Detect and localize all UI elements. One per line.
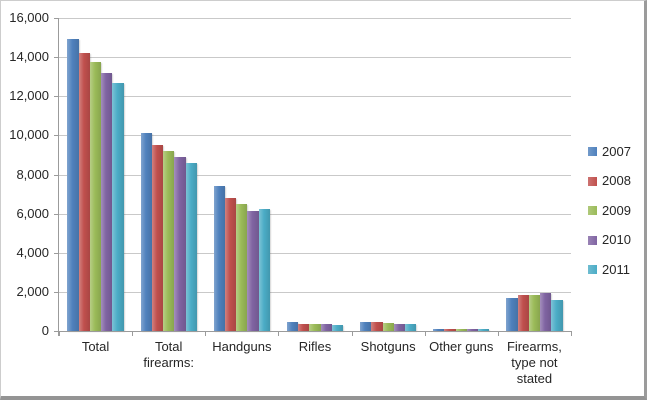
bar-2009-total	[89, 61, 102, 331]
category-label-shotguns: Shotguns	[360, 339, 416, 354]
legend-item-2007: 2007	[588, 137, 631, 167]
y-tick-label: 16,000	[9, 10, 49, 25]
y-axis-line	[58, 18, 59, 336]
bar-2009-shotguns	[382, 322, 394, 331]
bar-2008-handguns	[224, 197, 237, 331]
legend-label: 2010	[602, 232, 631, 248]
bar-2007-other-guns	[433, 328, 445, 331]
bar-2007-total	[67, 39, 79, 331]
bar-2011-handguns	[258, 209, 270, 331]
legend-item-2010: 2010	[588, 226, 631, 256]
y-tick-mark	[54, 57, 59, 59]
y-tick-label: 4,000	[16, 244, 49, 260]
bar-2008-total-firearms	[151, 144, 164, 331]
bar-2010-shotguns	[393, 323, 406, 331]
y-tick-label: 0	[41, 323, 49, 338]
bar-2010-total-firearms	[174, 157, 186, 331]
category-label-firearms-type-not-stated: Firearms, type not stated	[506, 339, 562, 386]
bar-2010-firearms-type-not-stated	[540, 293, 552, 331]
x-tick-mark	[351, 331, 353, 336]
x-tick-mark	[497, 331, 499, 336]
bar-2009-other-guns	[455, 329, 467, 331]
bar-2007-handguns	[213, 186, 225, 331]
bar-2009-handguns	[236, 203, 248, 331]
bar-2011-rifles	[331, 324, 344, 331]
y-tick-label: 10,000	[9, 127, 49, 143]
bar-2009-rifles	[309, 324, 321, 331]
y-tick-mark	[54, 96, 59, 98]
y-tick-label: 2,000	[16, 283, 49, 299]
y-tick-mark	[54, 291, 59, 293]
category-label-other-guns: Other guns	[429, 339, 494, 354]
bar-2007-total-firearms	[140, 132, 152, 331]
category-label-rifles: Rifles	[298, 339, 332, 354]
legend-swatch-2010	[588, 235, 597, 245]
legend-swatch-2008	[588, 176, 597, 186]
category-label-total-firearms: Total firearms:	[143, 339, 194, 370]
x-tick-mark	[59, 331, 60, 336]
gridline	[59, 252, 571, 254]
bar-2011-total-firearms	[185, 163, 197, 331]
bar-2007-shotguns	[360, 322, 372, 331]
x-tick-mark	[424, 331, 426, 336]
bar-2008-other-guns	[444, 329, 456, 331]
y-tick-mark	[54, 174, 59, 176]
legend: 2007 2008 2009 2010 2011	[588, 137, 631, 285]
bar-2011-total	[112, 83, 124, 331]
x-tick-mark	[278, 331, 280, 336]
y-tick-label: 12,000	[9, 88, 49, 104]
gridline	[59, 291, 571, 293]
x-tick-mark	[205, 331, 207, 336]
y-tick-label: 6,000	[16, 205, 49, 221]
bar-2007-firearms-type-not-stated	[506, 297, 518, 331]
x-axis-line	[58, 331, 571, 332]
gridline	[59, 96, 571, 98]
legend-label: 2011	[602, 261, 630, 277]
bar-2008-shotguns	[371, 322, 383, 331]
y-tick-mark	[54, 252, 59, 254]
gridline	[59, 213, 571, 215]
y-tick-mark	[54, 18, 59, 19]
x-tick-mark	[132, 331, 134, 336]
gridline	[59, 174, 571, 176]
y-tick-mark	[54, 213, 59, 215]
bar-2008-total	[78, 52, 90, 331]
y-tick-label: 8,000	[16, 166, 49, 182]
legend-label: 2007	[602, 143, 631, 159]
gridline	[59, 135, 571, 137]
bar-2010-total	[101, 73, 113, 331]
category-label-handguns: Handguns	[212, 339, 272, 354]
legend-swatch-2011	[588, 265, 597, 275]
y-tick-label: 14,000	[9, 49, 49, 65]
y-tick-mark	[54, 331, 59, 332]
legend-label: 2008	[602, 173, 631, 189]
bar-2008-rifles	[298, 323, 310, 331]
bar-2011-firearms-type-not-stated	[551, 299, 563, 331]
gridline	[59, 57, 571, 59]
bar-2008-firearms-type-not-stated	[517, 295, 529, 331]
legend-item-2009: 2009	[588, 196, 631, 226]
bar-2010-handguns	[247, 211, 259, 331]
bar-2009-firearms-type-not-stated	[528, 295, 541, 331]
legend-label: 2009	[602, 202, 631, 218]
gridline	[59, 18, 571, 19]
legend-swatch-2009	[588, 206, 597, 216]
legend-item-2008: 2008	[588, 167, 631, 197]
bar-2007-rifles	[286, 322, 299, 331]
bar-2009-total-firearms	[163, 151, 175, 331]
bar-2011-shotguns	[405, 324, 417, 331]
bar-2011-other-guns	[478, 329, 490, 331]
x-tick-mark	[571, 331, 572, 336]
bar-2010-rifles	[320, 323, 332, 331]
category-label-total: Total	[81, 339, 110, 354]
legend-item-2011: 2011	[588, 255, 631, 285]
legend-swatch-2007	[588, 147, 597, 157]
y-tick-mark	[54, 135, 59, 137]
bar-2010-other-guns	[466, 329, 479, 331]
